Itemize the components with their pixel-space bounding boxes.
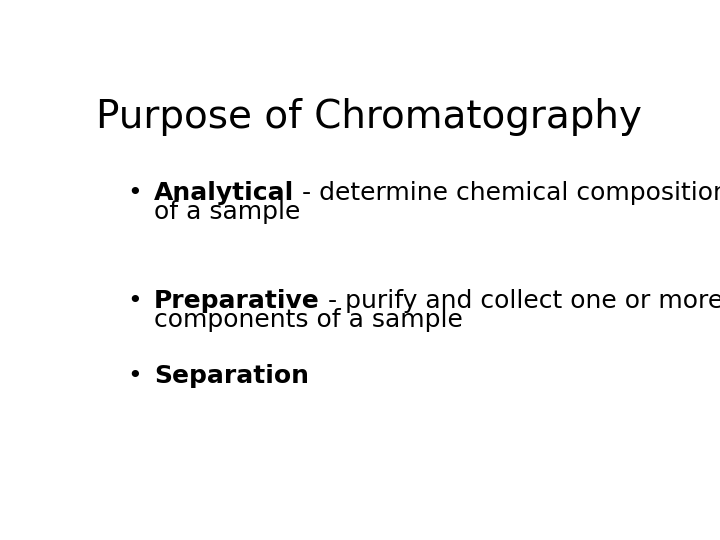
Text: •: • [127,289,142,313]
Text: - purify and collect one or more: - purify and collect one or more [320,289,720,313]
Text: •: • [127,181,142,205]
Text: Preparative: Preparative [154,289,320,313]
Text: of a sample: of a sample [154,199,300,224]
Text: components of a sample: components of a sample [154,308,463,332]
Text: •: • [127,364,142,388]
Text: Separation: Separation [154,364,309,388]
Text: - determine chemical composition: - determine chemical composition [294,181,720,205]
Text: Purpose of Chromatography: Purpose of Chromatography [96,98,642,136]
Text: Analytical: Analytical [154,181,294,205]
